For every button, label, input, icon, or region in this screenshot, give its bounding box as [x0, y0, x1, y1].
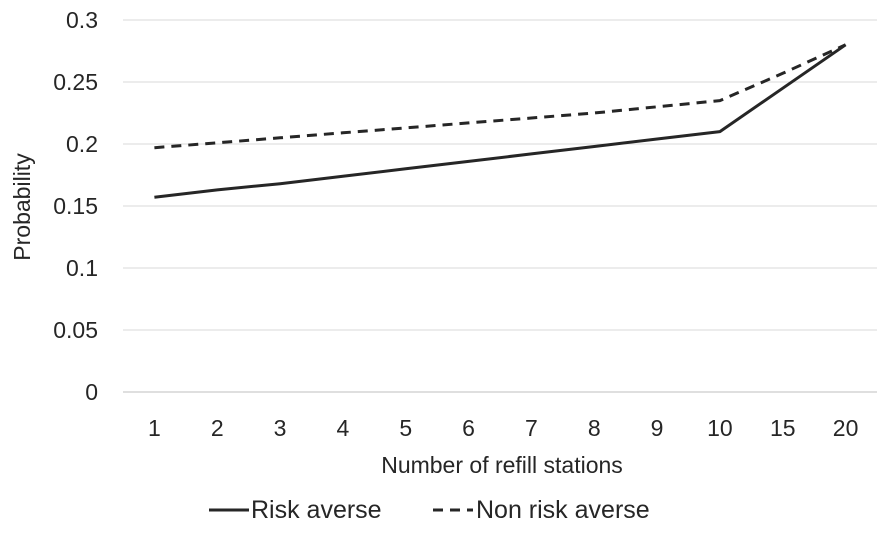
- x-axis-title: Number of refill stations: [381, 452, 623, 478]
- y-tick-label: 0.25: [53, 69, 98, 95]
- y-tick-label: 0.15: [53, 193, 98, 219]
- x-tick-label: 15: [770, 415, 796, 441]
- series-lines: [154, 43, 847, 199]
- y-tick-label: 0.1: [66, 255, 98, 281]
- legend-label: Risk averse: [251, 496, 382, 524]
- x-tick-label: 6: [462, 415, 475, 441]
- x-tick-label: 3: [274, 415, 287, 441]
- y-axis-title: Probability: [9, 153, 35, 261]
- x-tick-label: 20: [833, 415, 859, 441]
- legend: Risk averse Non risk averse: [209, 496, 650, 524]
- x-tick-label: 1: [148, 415, 161, 441]
- y-tick-label: 0.05: [53, 317, 98, 343]
- series-line-risk-averse: [154, 43, 847, 199]
- x-tick-label: 2: [211, 415, 224, 441]
- y-tick-label: 0: [85, 379, 98, 405]
- x-tick-label: 9: [651, 415, 664, 441]
- series-line-non-risk-averse: [154, 43, 847, 150]
- x-tick-label: 10: [707, 415, 733, 441]
- x-tick-label: 4: [337, 415, 350, 441]
- x-tick-label: 7: [525, 415, 538, 441]
- y-tick-label: 0.2: [66, 131, 98, 157]
- x-tick-label: 8: [588, 415, 601, 441]
- legend-label: Non risk averse: [476, 496, 650, 524]
- x-axis-ticks: 1 2 3 4 5 6 7 8 9 10 15 20: [148, 415, 858, 441]
- x-tick-label: 5: [399, 415, 412, 441]
- y-axis-ticks: 0 0.05 0.1 0.15 0.2 0.25 0.3: [53, 7, 98, 405]
- gridlines: [123, 19, 877, 393]
- y-tick-label: 0.3: [66, 7, 98, 33]
